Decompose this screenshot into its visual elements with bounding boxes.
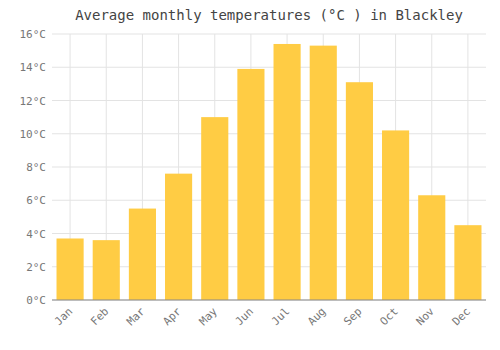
- bar: [165, 174, 192, 300]
- x-tick-label: Aug: [305, 305, 328, 328]
- bar: [418, 195, 445, 300]
- y-tick-label: 8°C: [26, 161, 46, 174]
- x-tick-label: Jun: [233, 305, 256, 328]
- y-grid-line: [52, 34, 486, 35]
- title: Average monthly temperatures (°C ) in Bl…: [75, 7, 463, 23]
- y-tick-label: 6°C: [26, 194, 46, 207]
- x-tick-label: Apr: [160, 305, 184, 329]
- y-tick-label: 10°C: [20, 128, 47, 141]
- bars: [57, 44, 482, 300]
- x-tick-label: Sep: [341, 305, 364, 328]
- x-tick-label: Mar: [124, 305, 148, 329]
- x-tick-label: Nov: [414, 305, 438, 329]
- chart-container: Average monthly temperatures (°C ) in Bl…: [0, 0, 500, 350]
- y-grid-line: [52, 133, 486, 134]
- bar: [274, 44, 301, 300]
- x-tick-label: Feb: [88, 305, 111, 328]
- x-axis-line: [52, 300, 486, 301]
- x-tick-label: Jan: [52, 305, 75, 328]
- bar: [454, 225, 481, 300]
- y-tick-label: 14°C: [20, 61, 47, 74]
- y-tick-label: 12°C: [20, 95, 47, 108]
- chart-svg: Average monthly temperatures (°C ) in Bl…: [0, 0, 500, 350]
- bar: [57, 238, 84, 300]
- bar: [237, 69, 264, 300]
- y-grid-line: [52, 100, 486, 101]
- x-tick-label: Jul: [269, 305, 292, 328]
- bar: [129, 209, 156, 300]
- x-tick-label: May: [197, 305, 221, 329]
- x-tick-label: Oct: [377, 305, 400, 328]
- grid: [52, 34, 486, 300]
- bar: [346, 82, 373, 300]
- y-tick-label: 2°C: [26, 261, 46, 274]
- y-tick-label: 4°C: [26, 228, 46, 241]
- y-tick-label: 0°C: [26, 294, 46, 307]
- bar: [93, 240, 120, 300]
- y-tick-label: 16°C: [20, 28, 47, 41]
- bar: [201, 117, 228, 300]
- y-grid-line: [52, 67, 486, 68]
- y-grid-line: [52, 300, 486, 301]
- bar: [382, 130, 409, 300]
- y-grid-line: [52, 167, 486, 168]
- x-tick-label: Dec: [450, 305, 473, 328]
- bar: [310, 46, 337, 300]
